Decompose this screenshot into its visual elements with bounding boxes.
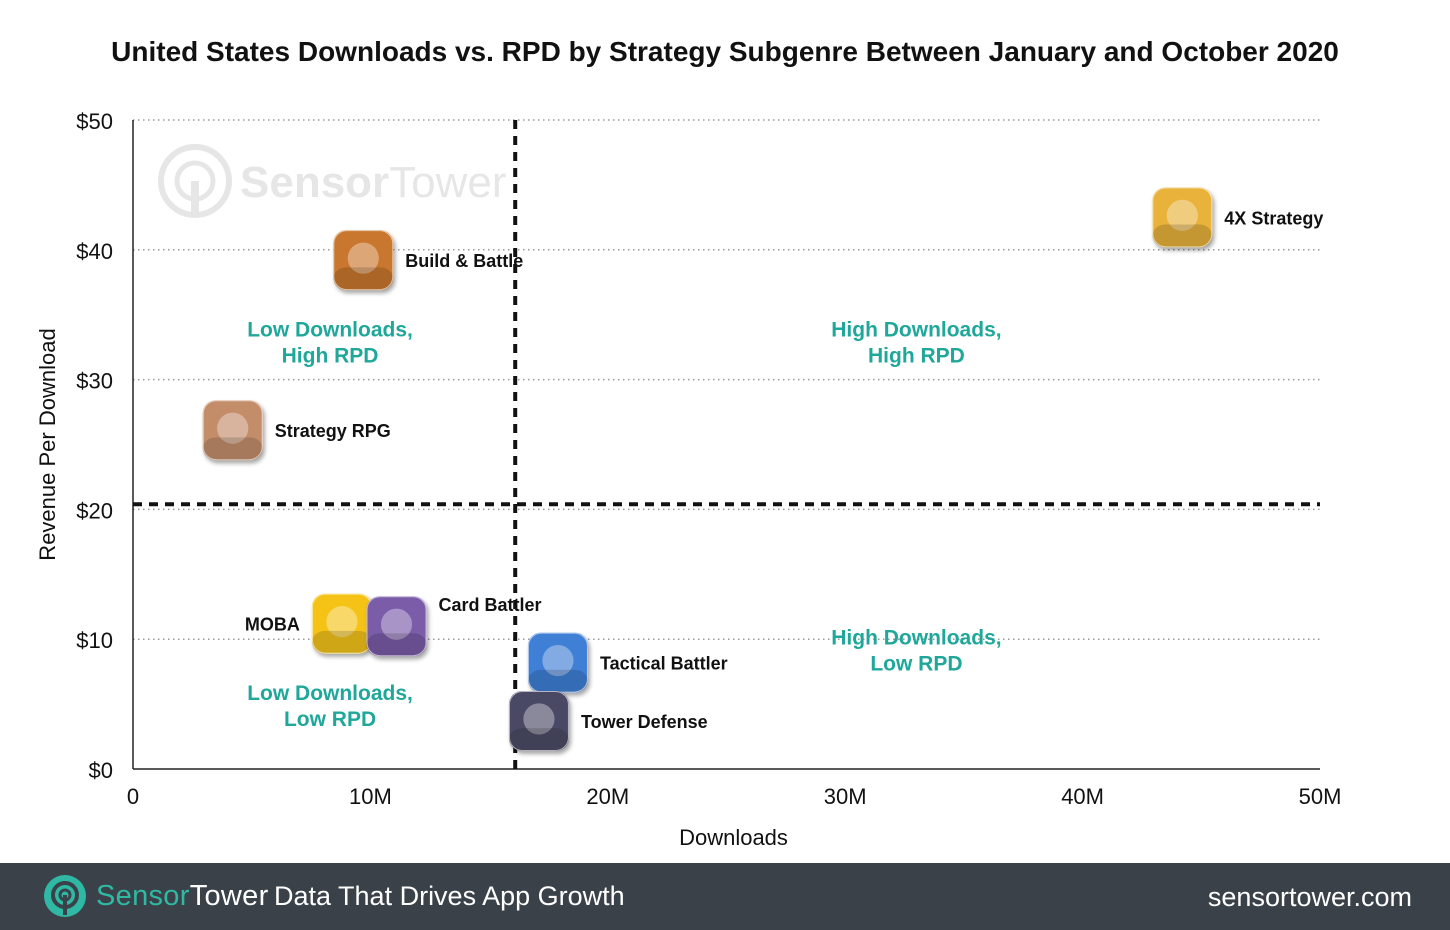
data-point: MOBA bbox=[245, 593, 372, 654]
data-point-label: MOBA bbox=[245, 615, 300, 635]
data-point: 4X Strategy bbox=[1152, 187, 1323, 248]
data-point: Tactical Battler bbox=[527, 632, 728, 693]
reference-lines bbox=[133, 120, 1320, 769]
y-axis-label: Revenue Per Download bbox=[35, 328, 60, 560]
x-tick-label: 20M bbox=[586, 784, 629, 809]
card-battler-app-icon bbox=[366, 596, 427, 657]
data-point: Tower Defense bbox=[508, 690, 708, 751]
y-tick-label: $20 bbox=[76, 498, 113, 523]
quadrant-label: Low Downloads, bbox=[247, 319, 413, 342]
y-tick-label: $10 bbox=[76, 628, 113, 653]
data-point: Card Battler bbox=[366, 595, 542, 657]
quadrant-label: Low RPD bbox=[284, 708, 376, 731]
footer-brand: SensorTower bbox=[96, 880, 269, 912]
build-battle-app-icon bbox=[333, 230, 394, 291]
data-point-label: Strategy RPG bbox=[275, 421, 391, 441]
tactical-battler-app-icon bbox=[527, 632, 588, 693]
data-point: Build & Battle bbox=[333, 230, 523, 291]
data-point-label: Tower Defense bbox=[581, 712, 708, 732]
footer-bar: SensorTower Data That Drives App Growth … bbox=[0, 863, 1450, 930]
strategy-rpg-app-icon bbox=[202, 400, 263, 461]
x-tick-label: 0 bbox=[127, 784, 139, 809]
data-point: Strategy RPG bbox=[202, 400, 391, 461]
watermark: SensorTower bbox=[158, 144, 507, 218]
axes: $0 $10 $20 $30 $40 $50 0 10M 20M 30M 40M 50M Downloa… bbox=[35, 109, 1341, 850]
footer-url[interactable]: sensortower.com bbox=[1207, 882, 1412, 912]
x-tick-label: 40M bbox=[1061, 784, 1104, 809]
quadrant-label: Low RPD bbox=[870, 652, 962, 675]
y-tick-label: $50 bbox=[76, 109, 113, 134]
moba-app-icon bbox=[311, 593, 372, 654]
y-tick-label: $0 bbox=[89, 758, 113, 783]
quadrant-label: High Downloads, bbox=[831, 626, 1001, 649]
watermark-brand: SensorTower bbox=[240, 158, 507, 207]
data-point-label: Card Battler bbox=[439, 595, 542, 615]
4x-strategy-app-icon bbox=[1152, 187, 1213, 248]
chart-title: United States Downloads vs. RPD by Strat… bbox=[111, 36, 1339, 67]
x-tick-label: 50M bbox=[1299, 784, 1342, 809]
tower-defense-app-icon bbox=[508, 690, 569, 751]
sensortower-logo-icon bbox=[158, 144, 232, 218]
quadrant-label: Low Downloads, bbox=[247, 682, 413, 705]
quadrant-label: High Downloads, bbox=[831, 319, 1001, 342]
data-points: 4X Strategy Build & Battle Strategy RPG MOB… bbox=[202, 187, 1323, 751]
data-point-label: 4X Strategy bbox=[1224, 208, 1323, 228]
sensortower-logo-icon bbox=[44, 875, 86, 917]
quadrant-label: High RPD bbox=[868, 345, 965, 368]
x-tick-label: 10M bbox=[349, 784, 392, 809]
footer-tagline: Data That Drives App Growth bbox=[274, 881, 625, 911]
x-axis-label: Downloads bbox=[679, 825, 788, 850]
quadrant-labels: Low Downloads, High RPD High Downloads, Hig… bbox=[247, 319, 1001, 731]
scatter-chart: SensorTower $0 $10 $20 $30 $40 $50 0 10M 20M 30M 4… bbox=[35, 109, 1341, 850]
x-tick-label: 30M bbox=[824, 784, 867, 809]
y-tick-label: $30 bbox=[76, 369, 113, 394]
quadrant-label: High RPD bbox=[282, 345, 379, 368]
y-tick-label: $40 bbox=[76, 239, 113, 264]
data-point-label: Tactical Battler bbox=[600, 654, 728, 674]
data-point-label: Build & Battle bbox=[405, 251, 523, 271]
